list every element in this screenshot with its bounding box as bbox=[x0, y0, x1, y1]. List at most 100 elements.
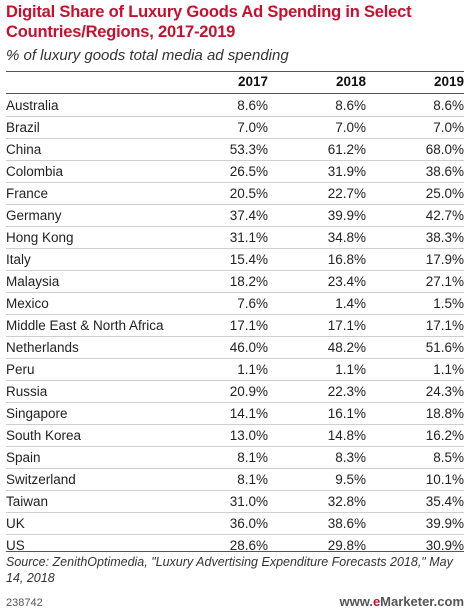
value-cell-2017: 36.0% bbox=[229, 516, 268, 531]
table-row: Australia 8.6% 8.6% 8.6% bbox=[6, 95, 464, 117]
row-label: Mexico bbox=[6, 296, 49, 311]
row-label: Brazil bbox=[6, 120, 40, 135]
value-cell-2019: 18.8% bbox=[425, 406, 464, 421]
row-divider bbox=[6, 424, 464, 425]
header-bottom-rule bbox=[6, 93, 464, 94]
value-cell-2018: 14.8% bbox=[327, 428, 366, 443]
table-row: Malaysia 18.2% 23.4% 27.1% bbox=[6, 271, 464, 293]
value-cell-2019: 38.3% bbox=[425, 230, 464, 245]
value-cell-2019: 8.5% bbox=[433, 450, 464, 465]
value-cell-2017: 20.9% bbox=[229, 384, 268, 399]
value-cell-2018: 31.9% bbox=[327, 164, 366, 179]
value-cell-2019: 7.0% bbox=[433, 120, 464, 135]
value-cell-2019: 38.6% bbox=[425, 164, 464, 179]
table-row: Colombia 26.5% 31.9% 38.6% bbox=[6, 161, 464, 183]
column-header-2018: 2018 bbox=[335, 74, 366, 89]
row-divider bbox=[6, 446, 464, 447]
value-cell-2018: 38.6% bbox=[327, 516, 366, 531]
value-cell-2018: 29.8% bbox=[327, 538, 366, 553]
value-cell-2017: 8.1% bbox=[237, 450, 268, 465]
row-divider bbox=[6, 116, 464, 117]
row-divider bbox=[6, 138, 464, 139]
table-row: Brazil 7.0% 7.0% 7.0% bbox=[6, 117, 464, 139]
row-divider bbox=[6, 468, 464, 469]
value-cell-2018: 23.4% bbox=[327, 274, 366, 289]
value-cell-2017: 8.1% bbox=[237, 472, 268, 487]
row-label: Hong Kong bbox=[6, 230, 74, 245]
table-row: Hong Kong 31.1% 34.8% 38.3% bbox=[6, 227, 464, 249]
row-label: UK bbox=[6, 516, 25, 531]
value-cell-2018: 1.4% bbox=[335, 296, 366, 311]
row-divider bbox=[6, 314, 464, 315]
table-row: US 28.6% 29.8% 30.9% bbox=[6, 535, 464, 557]
row-label: Russia bbox=[6, 384, 48, 399]
table-row: Peru 1.1% 1.1% 1.1% bbox=[6, 359, 464, 381]
value-cell-2019: 10.1% bbox=[425, 472, 464, 487]
row-divider bbox=[6, 204, 464, 205]
logo-suffix: .com bbox=[433, 594, 464, 609]
value-cell-2018: 39.9% bbox=[327, 208, 366, 223]
row-label: South Korea bbox=[6, 428, 82, 443]
value-cell-2018: 1.1% bbox=[335, 362, 366, 377]
value-cell-2017: 1.1% bbox=[237, 362, 268, 377]
value-cell-2018: 48.2% bbox=[327, 340, 366, 355]
row-label: Colombia bbox=[6, 164, 64, 179]
value-cell-2019: 1.1% bbox=[433, 362, 464, 377]
value-cell-2018: 8.3% bbox=[335, 450, 366, 465]
table-row: Russia 20.9% 22.3% 24.3% bbox=[6, 381, 464, 403]
column-header-2019: 2019 bbox=[433, 74, 464, 89]
value-cell-2019: 39.9% bbox=[425, 516, 464, 531]
row-divider bbox=[6, 160, 464, 161]
value-cell-2018: 7.0% bbox=[335, 120, 366, 135]
value-cell-2019: 16.2% bbox=[425, 428, 464, 443]
value-cell-2017: 15.4% bbox=[229, 252, 268, 267]
row-label: Middle East & North Africa bbox=[6, 318, 164, 333]
value-cell-2018: 32.8% bbox=[327, 494, 366, 509]
value-cell-2019: 24.3% bbox=[425, 384, 464, 399]
value-cell-2019: 1.5% bbox=[433, 296, 464, 311]
value-cell-2017: 31.0% bbox=[229, 494, 268, 509]
row-label: Malaysia bbox=[6, 274, 60, 289]
value-cell-2017: 18.2% bbox=[229, 274, 268, 289]
value-cell-2017: 28.6% bbox=[229, 538, 268, 553]
row-divider bbox=[6, 292, 464, 293]
row-label: Germany bbox=[6, 208, 62, 223]
column-header-2017: 2017 bbox=[237, 74, 268, 89]
row-divider bbox=[6, 358, 464, 359]
table-row: Spain 8.1% 8.3% 8.5% bbox=[6, 447, 464, 469]
row-divider bbox=[6, 402, 464, 403]
row-label: France bbox=[6, 186, 49, 201]
source-note: Source: ZenithOptimedia, "Luxury Adverti… bbox=[6, 555, 453, 585]
row-label: Taiwan bbox=[6, 494, 49, 509]
row-label: Peru bbox=[6, 362, 35, 377]
row-label: US bbox=[6, 538, 25, 553]
row-divider bbox=[6, 182, 464, 183]
table-row: South Korea 13.0% 14.8% 16.2% bbox=[6, 425, 464, 447]
row-divider bbox=[6, 226, 464, 227]
value-cell-2019: 8.6% bbox=[433, 98, 464, 113]
table-row: Italy 15.4% 16.8% 17.9% bbox=[6, 249, 464, 271]
value-cell-2017: 46.0% bbox=[229, 340, 268, 355]
value-cell-2017: 20.5% bbox=[229, 186, 268, 201]
value-cell-2018: 22.7% bbox=[327, 186, 366, 201]
row-label: Italy bbox=[6, 252, 31, 267]
row-divider bbox=[6, 270, 464, 271]
value-cell-2017: 53.3% bbox=[229, 142, 268, 157]
value-cell-2017: 13.0% bbox=[229, 428, 268, 443]
value-cell-2017: 14.1% bbox=[229, 406, 268, 421]
value-cell-2017: 7.6% bbox=[237, 296, 268, 311]
header-top-rule bbox=[6, 71, 464, 72]
row-divider bbox=[6, 380, 464, 381]
logo-accent: e bbox=[372, 594, 381, 609]
value-cell-2017: 8.6% bbox=[237, 98, 268, 113]
value-cell-2018: 17.1% bbox=[327, 318, 366, 333]
row-divider bbox=[6, 248, 464, 249]
value-cell-2017: 17.1% bbox=[229, 318, 268, 333]
value-cell-2018: 16.1% bbox=[327, 406, 366, 421]
value-cell-2018: 22.3% bbox=[327, 384, 366, 399]
value-cell-2019: 51.6% bbox=[425, 340, 464, 355]
value-cell-2017: 37.4% bbox=[229, 208, 268, 223]
table-row: Germany 37.4% 39.9% 42.7% bbox=[6, 205, 464, 227]
value-cell-2017: 26.5% bbox=[229, 164, 268, 179]
